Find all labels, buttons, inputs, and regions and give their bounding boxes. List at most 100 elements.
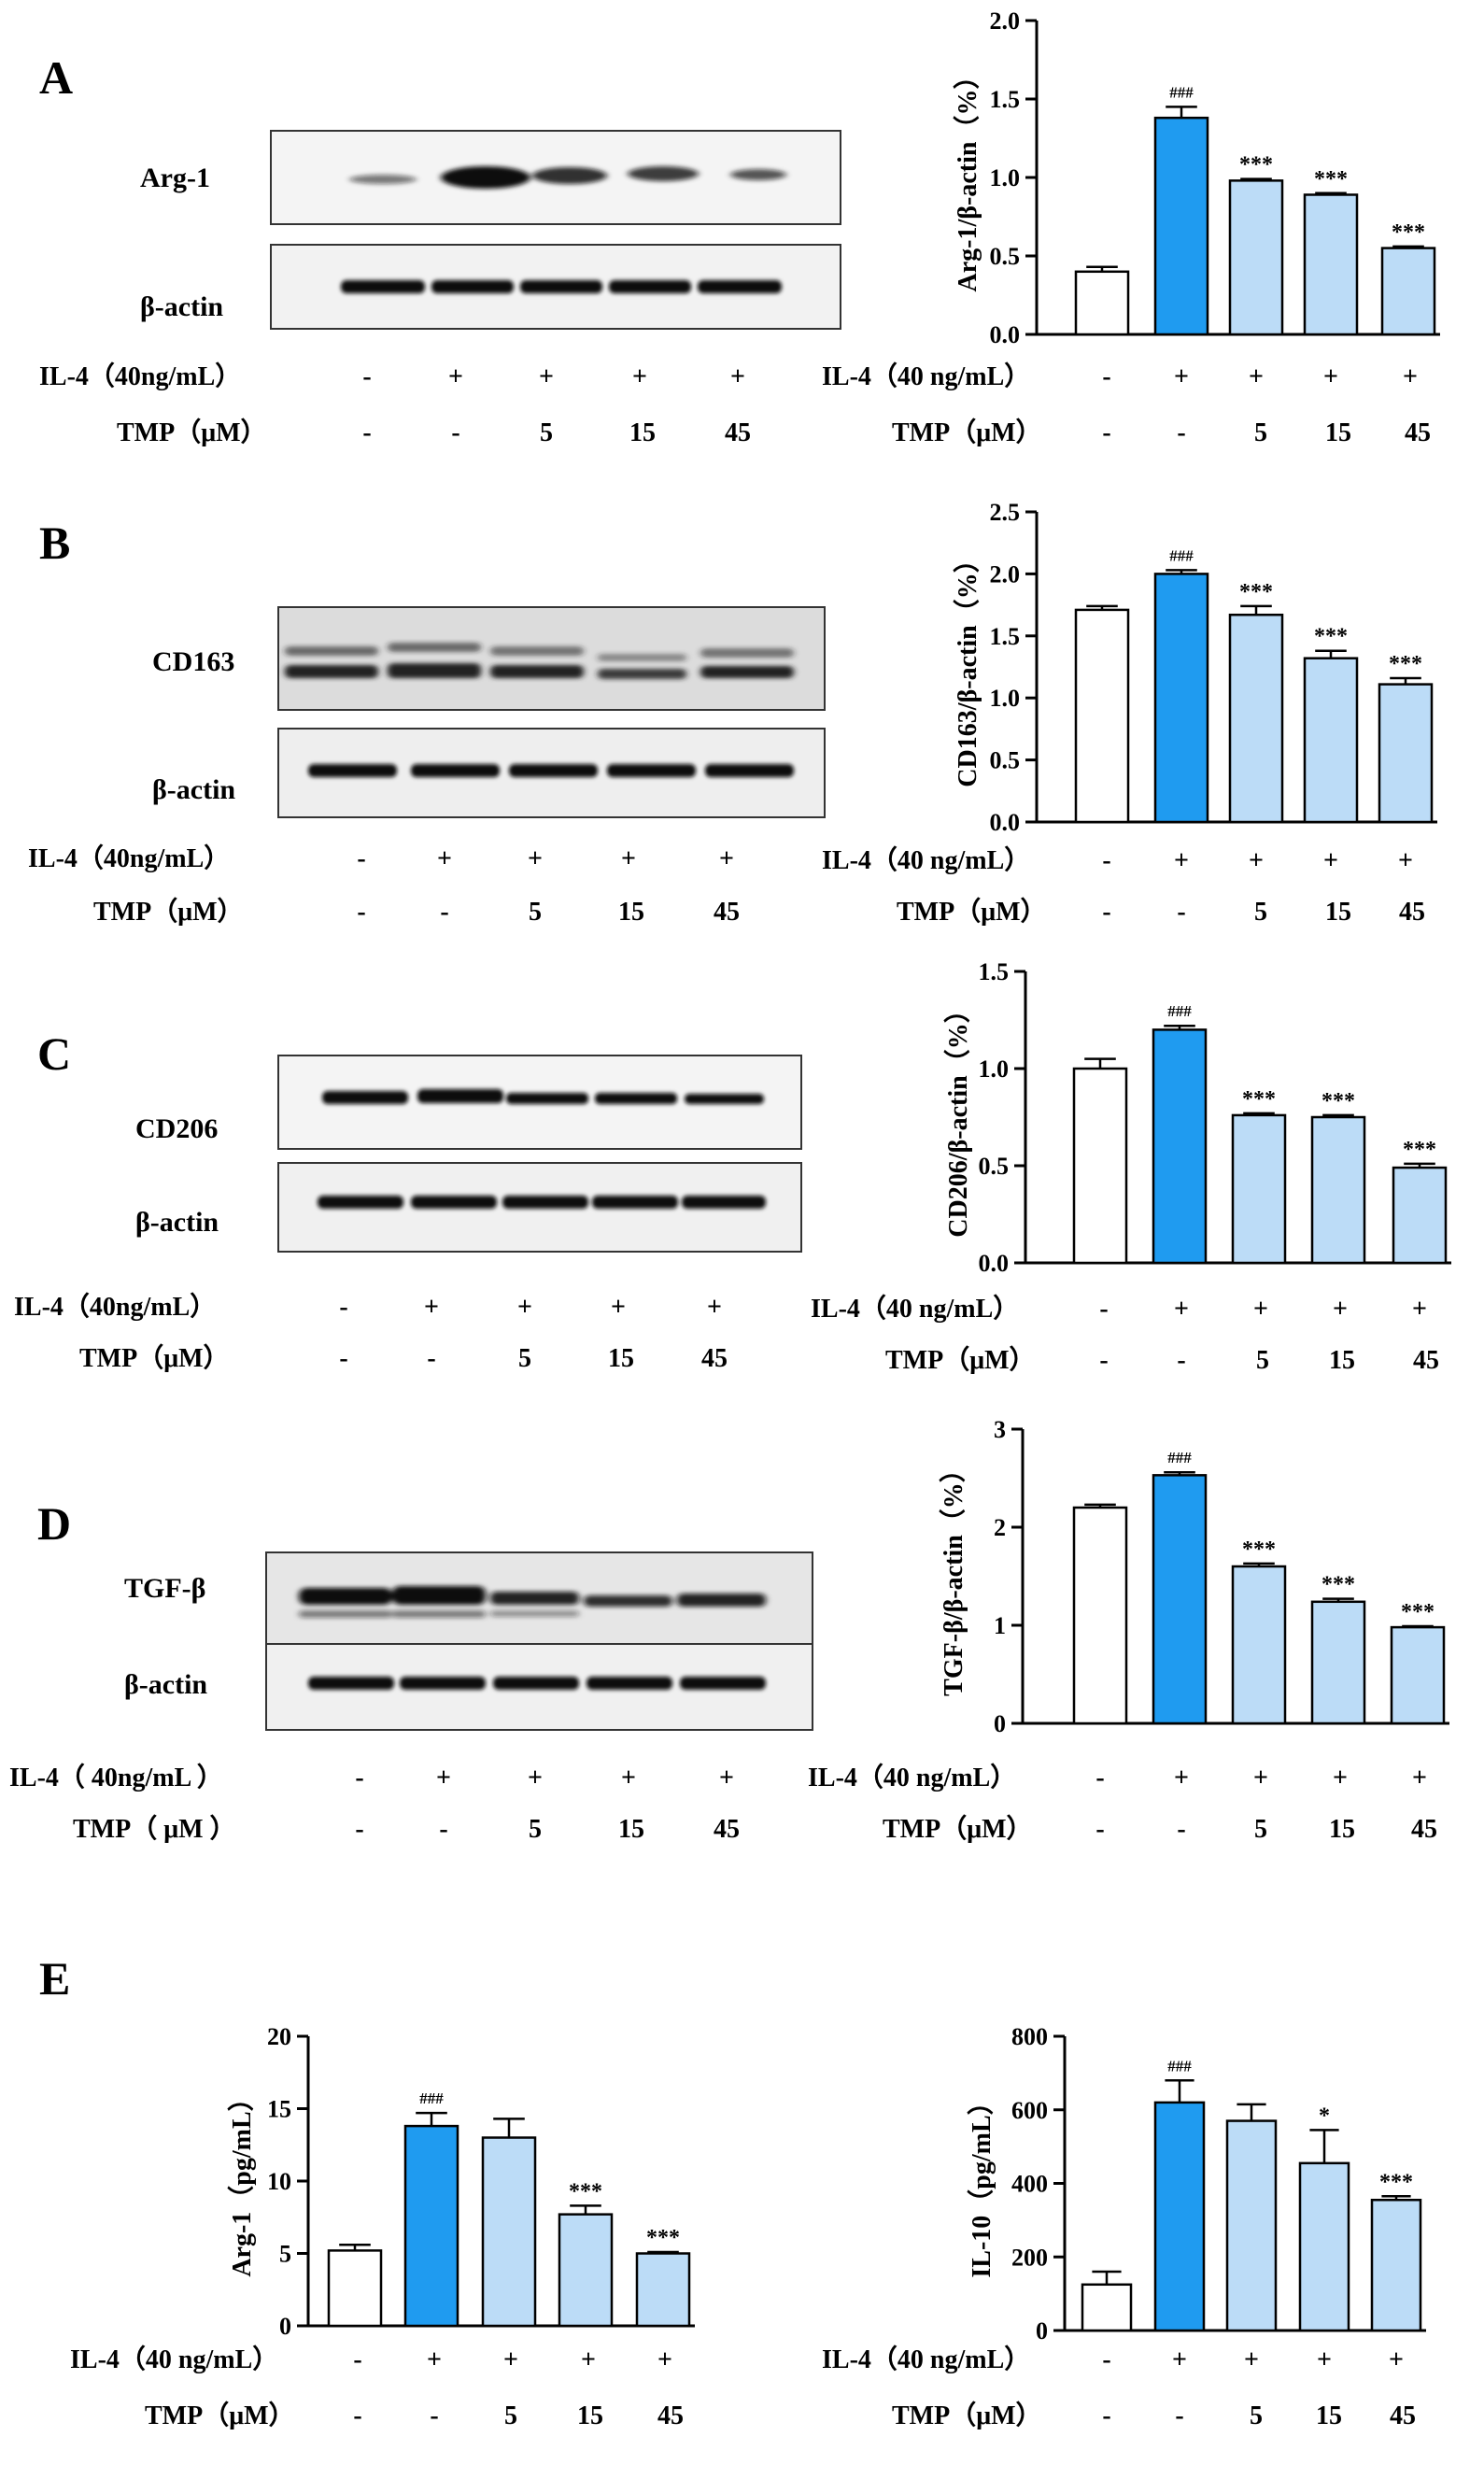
cond-val: + xyxy=(707,1293,722,1322)
cond-val: + xyxy=(503,2345,518,2374)
conditions-blot-b: IL-4（40ng/mL） TMP（μM） - + + + + - - 5 15… xyxy=(28,843,740,927)
significance-label: ### xyxy=(1169,83,1194,101)
cond-val: - xyxy=(427,1344,435,1373)
cond-val: + xyxy=(1174,1764,1189,1792)
bar xyxy=(1231,1113,1287,1265)
y-tick-label: 1.5 xyxy=(990,623,1021,650)
chart-tgfb-ratio: 0 1 2 3 TGF-β/β-actin（%） ### *** *** *** xyxy=(938,1416,1449,1737)
y-tick-label: 2.0 xyxy=(990,560,1021,588)
bar xyxy=(1153,2101,1206,2332)
y-tick-label: 0 xyxy=(994,1710,1006,1737)
cond-val: + xyxy=(1249,362,1264,391)
cond-val: + xyxy=(1333,1295,1348,1324)
y-tick-label: 1.5 xyxy=(990,86,1021,113)
panel-label-c: C xyxy=(37,1027,71,1080)
significance-label: *** xyxy=(1403,1138,1436,1162)
row-il4-label: IL-4（40 ng/mL） xyxy=(822,361,1030,391)
y-tick-label: 2.0 xyxy=(990,7,1021,35)
bar xyxy=(1390,1625,1446,1725)
cond-val: - xyxy=(357,898,365,927)
cond-val: + xyxy=(528,1764,543,1792)
conditions-chart-e1: IL-4（40 ng/mL） TMP（μM） - + + + + - - 5 1… xyxy=(70,2344,684,2430)
cond-val: - xyxy=(439,1815,447,1844)
cond-val: 15 xyxy=(1329,1346,1355,1375)
cond-val: - xyxy=(440,898,448,927)
bar xyxy=(1153,573,1209,824)
row-il4-label: IL-4（40 ng/mL） xyxy=(822,2344,1030,2374)
y-tick-label: 10 xyxy=(267,2168,291,2195)
row-il4-label: IL-4（40 ng/mL） xyxy=(70,2344,278,2374)
significance-label: *** xyxy=(1239,580,1273,604)
bar xyxy=(1074,270,1130,336)
significance-label: *** xyxy=(1392,220,1425,245)
y-tick-label: 200 xyxy=(1011,2244,1048,2271)
blot-b-control-label: β-actin xyxy=(152,774,235,805)
row-tmp-label: TMP（μM） xyxy=(79,1342,230,1373)
cond-val: - xyxy=(362,418,371,447)
cond-val: 45 xyxy=(1399,898,1425,927)
bar xyxy=(1072,1506,1128,1725)
cond-val: - xyxy=(430,2401,438,2430)
cond-val: + xyxy=(1323,362,1338,391)
bar xyxy=(635,2252,691,2328)
y-tick-label: 3 xyxy=(994,1416,1006,1443)
cond-val: + xyxy=(719,1764,734,1792)
cond-val: + xyxy=(611,1293,626,1322)
y-tick-label: 0.0 xyxy=(990,809,1021,836)
bar xyxy=(1303,193,1359,336)
chart-arg1-ratio: 0.0 0.5 1.0 1.5 2.0 Arg-1/β-actin（%） ### *** ***… xyxy=(952,7,1440,348)
cond-val: - xyxy=(1102,846,1110,875)
cond-val: - xyxy=(353,2401,361,2430)
cond-val: 15 xyxy=(618,1815,644,1844)
row-il4-label: IL-4（40ng/mL） xyxy=(28,843,230,873)
significance-label: *** xyxy=(1314,167,1348,191)
panel-label-d: D xyxy=(37,1497,71,1550)
cond-val: - xyxy=(1099,1295,1108,1324)
cond-val: + xyxy=(448,362,463,391)
y-axis-label: TGF-β/β-actin（%） xyxy=(938,1456,968,1696)
bar xyxy=(1072,1067,1128,1265)
y-tick-label: 0.0 xyxy=(979,1250,1010,1277)
cond-val: - xyxy=(1095,1815,1104,1844)
significance-label: *** xyxy=(646,2226,680,2250)
cond-val: + xyxy=(1398,846,1413,875)
y-tick-label: 0.5 xyxy=(990,747,1021,774)
y-axis-label: IL-10（pg/mL） xyxy=(966,2089,996,2277)
cond-val: - xyxy=(339,1344,347,1373)
bar xyxy=(481,2136,537,2328)
chart-arg1-elisa: 0 5 10 15 20 Arg-1（pg/mL） ### *** *** xyxy=(226,2023,695,2340)
cond-val: 5 xyxy=(1254,418,1267,447)
row-tmp-label: TMP（μM） xyxy=(892,2400,1042,2430)
row-il4-label: IL-4（40ng/mL） xyxy=(14,1291,216,1322)
panel-label-b: B xyxy=(39,517,70,569)
cond-val: 5 xyxy=(1254,898,1267,927)
y-tick-label: 0.5 xyxy=(979,1153,1010,1180)
cond-val: + xyxy=(1412,1764,1427,1792)
conditions-chart-b: IL-4（40 ng/mL） TMP（μM） - + + + + - - 5 1… xyxy=(822,844,1425,927)
blot-d: TGF-β β-actin xyxy=(124,1551,813,1731)
bar xyxy=(1378,683,1434,824)
cond-val: 15 xyxy=(1316,2401,1342,2430)
bar xyxy=(1310,1115,1366,1265)
bar xyxy=(1228,179,1284,336)
row-tmp-label: TMP（ μM ） xyxy=(73,1813,236,1844)
cond-val: + xyxy=(581,2345,596,2374)
y-axis-label: CD206/β-actin（%） xyxy=(942,997,973,1237)
cond-val: + xyxy=(657,2345,672,2374)
cond-val: 5 xyxy=(529,898,542,927)
y-tick-label: 800 xyxy=(1011,2023,1048,2050)
cond-val: + xyxy=(1317,2345,1332,2374)
panel-label-e: E xyxy=(39,1952,70,2005)
row-il4-label: IL-4（40ng/mL） xyxy=(39,361,241,391)
cond-val: - xyxy=(353,2345,361,2374)
cond-val: 5 xyxy=(1250,2401,1263,2430)
conditions-chart-d: IL-4（40 ng/mL） TMP（μM） - + + + + - - 5 1… xyxy=(808,1762,1437,1844)
cond-val: - xyxy=(1177,418,1185,447)
significance-label: * xyxy=(1319,2104,1330,2128)
cond-val: + xyxy=(539,362,554,391)
cond-val: + xyxy=(1333,1764,1348,1792)
cond-val: 45 xyxy=(701,1344,728,1373)
bar xyxy=(1231,1565,1287,1725)
bar xyxy=(1392,1166,1448,1265)
